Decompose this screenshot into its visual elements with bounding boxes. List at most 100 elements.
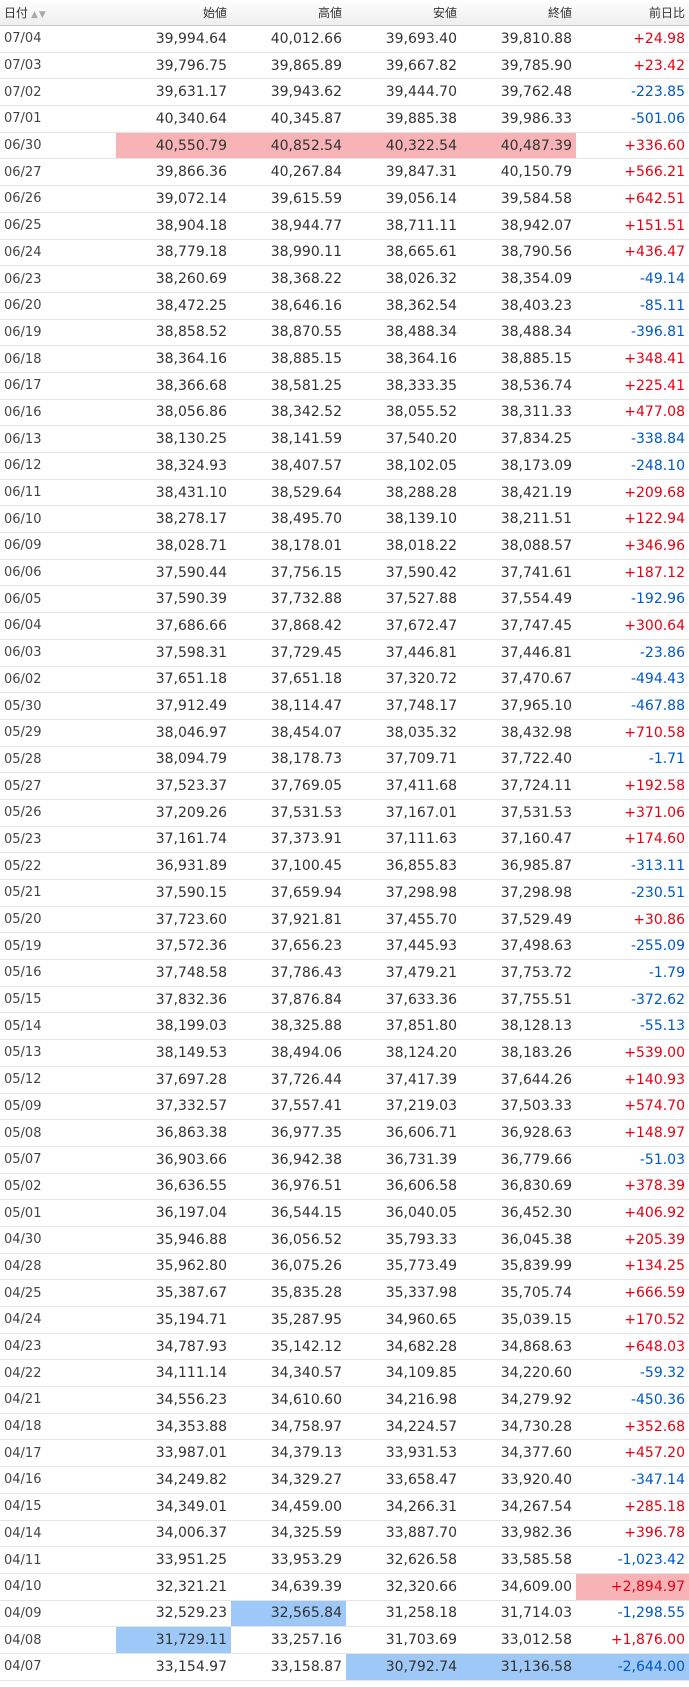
cell-high: 38,141.59 <box>231 425 346 453</box>
column-header-low[interactable]: 安値 <box>346 0 461 26</box>
cell-close: 37,753.72 <box>461 959 576 987</box>
cell-low: 39,056.14 <box>346 185 461 213</box>
cell-low: 34,216.98 <box>346 1386 461 1414</box>
cell-close: 37,741.61 <box>461 559 576 587</box>
cell-open: 39,994.64 <box>116 25 231 53</box>
cell-close: 33,982.36 <box>461 1520 576 1548</box>
column-header-change[interactable]: 前日比 <box>576 0 689 26</box>
cell-close: 38,211.51 <box>461 505 576 534</box>
column-header-high[interactable]: 高値 <box>231 0 346 26</box>
cell-open: 37,332.57 <box>116 1093 231 1121</box>
cell-high: 34,758.97 <box>231 1413 346 1441</box>
cell-low: 38,488.34 <box>346 319 461 347</box>
table-row: 05/27 37,523.37 37,769.05 37,411.68 37,724.1… <box>0 772 689 800</box>
cell-date: 06/16 <box>0 399 116 427</box>
column-header-open[interactable]: 始値 <box>116 0 231 26</box>
cell-low: 37,748.17 <box>346 692 461 720</box>
cell-close: 39,785.90 <box>461 52 576 80</box>
cell-close: 36,779.66 <box>461 1146 576 1174</box>
cell-date: 05/22 <box>0 852 116 880</box>
cell-date: 05/19 <box>0 932 116 961</box>
cell-open: 37,590.44 <box>116 559 231 587</box>
cell-open: 37,651.18 <box>116 666 231 694</box>
cell-change: -59.32 <box>576 1359 689 1388</box>
cell-high: 39,943.62 <box>231 78 346 107</box>
cell-close: 38,536.74 <box>461 372 576 400</box>
cell-close: 36,452.30 <box>461 1199 576 1227</box>
cell-date: 05/12 <box>0 1066 116 1094</box>
cell-low: 35,793.33 <box>346 1226 461 1254</box>
cell-date: 07/03 <box>0 52 116 80</box>
sort-arrows-icon[interactable]: ▲▼ <box>31 10 47 20</box>
table-row: 05/02 36,636.55 36,976.51 36,606.58 36,830.6… <box>0 1173 689 1201</box>
cell-close: 39,762.48 <box>461 78 576 107</box>
cell-low: 35,337.98 <box>346 1279 461 1307</box>
table-row: 06/02 37,651.18 37,651.18 37,320.72 37,470.6… <box>0 666 689 694</box>
cell-date: 06/06 <box>0 559 116 587</box>
table-row: 05/08 36,863.38 36,977.35 36,606.71 36,928.6… <box>0 1119 689 1147</box>
cell-date: 04/30 <box>0 1226 116 1254</box>
table-row: 06/09 38,028.71 38,178.01 38,018.22 38,088.5… <box>0 532 689 560</box>
cell-low: 32,626.58 <box>346 1546 461 1574</box>
cell-date: 06/30 <box>0 132 116 160</box>
cell-open: 38,149.53 <box>116 1039 231 1067</box>
cell-open: 37,832.36 <box>116 986 231 1014</box>
cell-low: 38,711.11 <box>346 212 461 240</box>
cell-high: 37,868.42 <box>231 612 346 640</box>
cell-open: 37,209.26 <box>116 799 231 827</box>
cell-high: 38,870.55 <box>231 319 346 347</box>
cell-high: 38,178.73 <box>231 746 346 774</box>
cell-high: 39,865.89 <box>231 52 346 80</box>
cell-change: +24.98 <box>576 25 689 53</box>
cell-low: 38,333.35 <box>346 372 461 400</box>
cell-date: 07/04 <box>0 25 116 53</box>
cell-high: 36,942.38 <box>231 1146 346 1174</box>
column-header-date[interactable]: 日付 ▲▼ <box>0 0 116 26</box>
table-row: 05/22 36,931.89 37,100.45 36,855.83 36,985.8… <box>0 852 689 880</box>
cell-change: -23.86 <box>576 639 689 667</box>
table-row: 05/23 37,161.74 37,373.91 37,111.63 37,160.4… <box>0 826 689 854</box>
cell-low: 38,124.20 <box>346 1039 461 1067</box>
cell-change: +406.92 <box>576 1199 689 1227</box>
cell-high: 40,345.87 <box>231 105 346 133</box>
cell-open: 38,094.79 <box>116 746 231 774</box>
table-body: 07/04 39,994.64 40,012.66 39,693.40 39,810.8… <box>0 25 689 1681</box>
cell-close: 37,531.53 <box>461 799 576 827</box>
cell-low: 37,111.63 <box>346 826 461 854</box>
cell-close: 37,724.11 <box>461 772 576 800</box>
cell-low: 38,018.22 <box>346 532 461 560</box>
cell-high: 38,885.15 <box>231 345 346 373</box>
table-row: 05/13 38,149.53 38,494.06 38,124.20 38,183.2… <box>0 1039 689 1067</box>
cell-high: 38,990.11 <box>231 239 346 267</box>
cell-date: 06/04 <box>0 612 116 640</box>
cell-date: 05/26 <box>0 799 116 827</box>
cell-high: 38,494.06 <box>231 1039 346 1067</box>
cell-low: 37,633.36 <box>346 986 461 1014</box>
table-row: 06/23 38,260.69 38,368.22 38,026.32 38,354.0… <box>0 265 689 293</box>
cell-high: 36,544.15 <box>231 1199 346 1227</box>
column-header-close[interactable]: 終値 <box>461 0 576 26</box>
cell-date: 06/17 <box>0 372 116 400</box>
cell-open: 39,796.75 <box>116 52 231 80</box>
cell-low: 37,540.20 <box>346 425 461 453</box>
cell-close: 37,722.40 <box>461 746 576 774</box>
cell-date: 04/09 <box>0 1600 116 1628</box>
cell-close: 38,421.19 <box>461 479 576 507</box>
cell-open: 38,056.86 <box>116 399 231 427</box>
cell-open: 38,904.18 <box>116 212 231 240</box>
cell-high: 37,921.81 <box>231 906 346 934</box>
cell-date: 05/21 <box>0 879 116 907</box>
header-row: 日付 ▲▼ 始値 高値 安値 終値 前日比 <box>0 0 689 26</box>
cell-open: 32,529.23 <box>116 1600 231 1628</box>
cell-date: 05/02 <box>0 1173 116 1201</box>
cell-close: 40,487.39 <box>461 132 576 160</box>
cell-change: +151.51 <box>576 212 689 240</box>
cell-low: 31,258.18 <box>346 1600 461 1628</box>
cell-date: 05/09 <box>0 1093 116 1121</box>
table-row: 06/10 38,278.17 38,495.70 38,139.10 38,211.5… <box>0 505 689 534</box>
cell-low: 37,446.81 <box>346 639 461 667</box>
cell-low: 34,109.85 <box>346 1359 461 1388</box>
cell-date: 05/14 <box>0 1012 116 1041</box>
cell-date: 04/08 <box>0 1626 116 1654</box>
cell-high: 38,114.47 <box>231 692 346 720</box>
